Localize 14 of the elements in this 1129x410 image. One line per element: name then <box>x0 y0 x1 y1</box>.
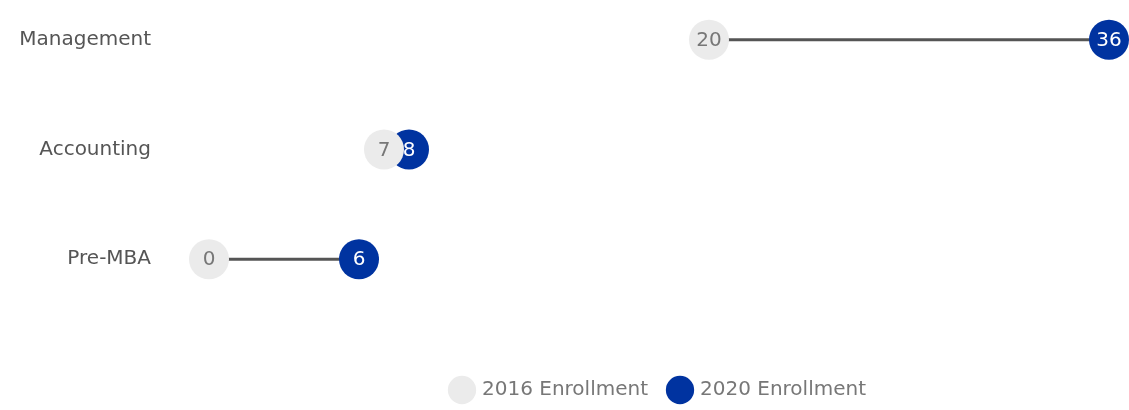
point <box>339 239 379 280</box>
point <box>189 239 229 280</box>
data-label: 8 <box>402 136 416 161</box>
data-label: 7 <box>377 136 391 161</box>
legend-label: 2016 Enrollment <box>481 376 649 401</box>
data-label: 36 <box>1096 26 1122 51</box>
data-label: 20 <box>696 26 722 51</box>
data-label: 6 <box>352 246 366 271</box>
point <box>364 129 404 170</box>
y-tick-label: Management <box>19 25 152 50</box>
y-tick-label: Pre-MBA <box>67 245 152 270</box>
data-label: 0 <box>202 246 216 271</box>
y-tick-label: Accounting <box>39 135 151 160</box>
legend-label: 2020 Enrollment <box>700 376 867 401</box>
